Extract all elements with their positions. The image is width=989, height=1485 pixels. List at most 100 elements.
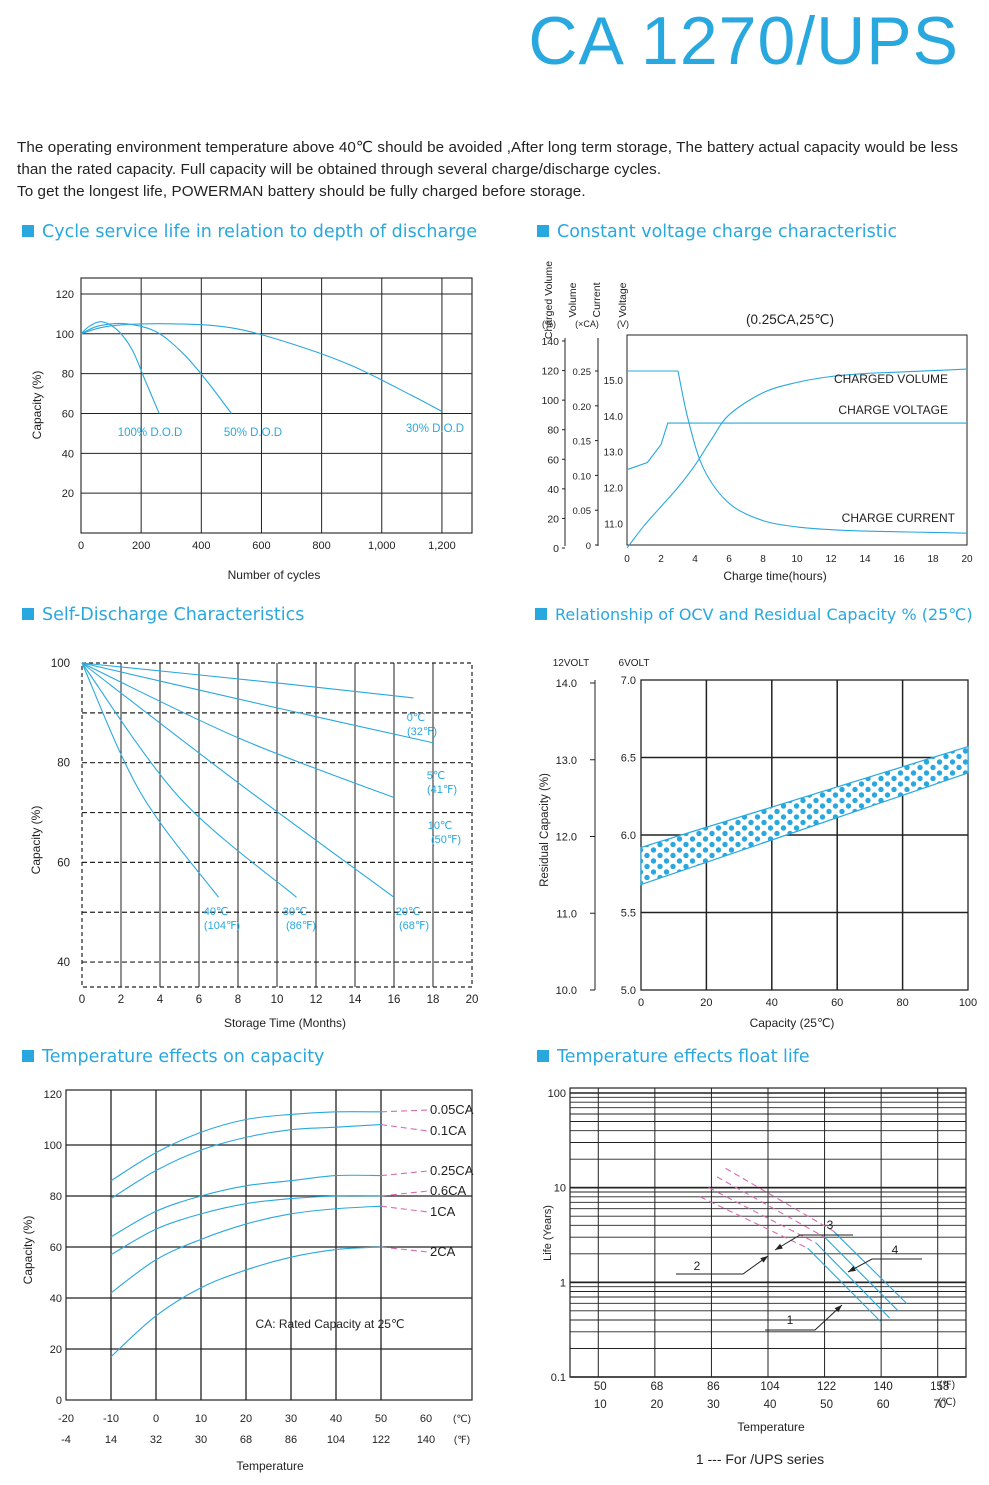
x-tick-label-f: 122 — [372, 1434, 390, 1446]
series-line — [110, 1246, 382, 1358]
y-tick-label: 100 — [44, 1140, 62, 1152]
x-tick-label: 80 — [896, 997, 908, 1009]
callout-line — [847, 1258, 922, 1273]
y-axis-label: Life (Years) — [542, 1205, 554, 1261]
y-tick-label: 0 — [553, 543, 559, 555]
series-line — [81, 662, 395, 898]
series-line — [80, 321, 160, 414]
x-tick-label: 20 — [961, 554, 973, 565]
series-line — [110, 1111, 382, 1182]
y-tick-label: 100 — [541, 395, 559, 407]
series-label: 10℃ — [428, 820, 453, 832]
section-heading-self-discharge: Self-Discharge Characteristics — [22, 605, 304, 625]
x-tick-label: 10 — [791, 554, 803, 565]
section-heading-cycle-life: Cycle service life in relation to depth … — [22, 222, 477, 242]
callout-arrow-icon — [834, 1305, 842, 1313]
series-label: 2CA — [430, 1244, 456, 1259]
ocv-band — [640, 745, 969, 886]
x-tick-label: 4 — [157, 994, 164, 1006]
x-tick-label: 8 — [760, 554, 766, 565]
unit-label-c: (℃) — [453, 1414, 471, 1425]
series-extension — [380, 1109, 429, 1113]
series-label: (68℉) — [399, 920, 429, 932]
x-tick-label-f: 68 — [240, 1434, 252, 1446]
x-tick-label-f: 104 — [327, 1434, 345, 1446]
x-tick-label-c: 60 — [420, 1413, 432, 1425]
x-axis-label: Number of cycles — [228, 568, 321, 582]
series-label: 0℃ — [407, 712, 425, 724]
x-tick-label-f: 158 — [930, 1381, 949, 1393]
x-tick-label-f: 140 — [417, 1434, 435, 1446]
x-tick-label-f: 104 — [760, 1381, 780, 1393]
chart-note: CA: Rated Capacity at 25℃ — [256, 1317, 405, 1331]
y-tick-label: 100 — [548, 1088, 566, 1100]
series-line — [81, 662, 219, 898]
y-axis-label: Capacity (%) — [29, 806, 43, 875]
heading-text: Constant voltage charge characteristic — [557, 222, 898, 242]
x-tick-label: 4 — [692, 554, 698, 565]
axis-header-label: Charged Volume — [543, 261, 555, 339]
y-tick-label: 15.0 — [604, 376, 624, 387]
x-axis-label: Storage Time (Months) — [224, 1016, 346, 1030]
x-tick-label: 16 — [388, 994, 401, 1006]
series-extension — [380, 1205, 429, 1213]
x-tick-label-f: 122 — [817, 1381, 836, 1393]
x-tick-label-f: 50 — [594, 1381, 607, 1393]
x-tick-label: 16 — [893, 554, 905, 565]
x-tick-label: 0 — [78, 540, 84, 552]
intro-text: The operating environment temperature ab… — [17, 137, 977, 203]
series-dashed-segment — [725, 1167, 834, 1232]
series-label: CHARGED VOLUME — [834, 372, 948, 386]
x-tick-label: 60 — [831, 997, 843, 1009]
y-axis-label: Capacity (%) — [21, 1216, 35, 1285]
series-label: 20℃ — [396, 906, 421, 918]
x-tick-label: 14 — [859, 554, 871, 565]
callout-line — [774, 1234, 853, 1251]
x-tick-label: 200 — [132, 540, 150, 552]
y-tick-label: 10 — [554, 1183, 566, 1195]
y-tick-label: 60 — [57, 857, 70, 869]
y-tick-label: 60 — [62, 408, 74, 420]
y-tick-label: 40 — [57, 957, 70, 969]
x-axis-label: Charge time(hours) — [723, 569, 826, 583]
heading-text: Temperature effects on capacity — [42, 1047, 325, 1067]
square-bullet-icon — [537, 1050, 549, 1062]
heading-text: Relationship of OCV and Residual Capacit… — [555, 605, 973, 624]
series-label: (50℉) — [431, 834, 461, 846]
x-tick-label: 600 — [252, 540, 270, 552]
x-tick-label: 20 — [700, 997, 712, 1009]
y-axis-label: Residual Capacity (%) — [539, 773, 551, 887]
series-line — [110, 1205, 382, 1294]
x-tick-label-c: 50 — [820, 1399, 833, 1411]
unit-label-f: (℉) — [939, 1380, 955, 1391]
unit-label-f: (℉) — [454, 1435, 470, 1446]
unit-label-c: (℃) — [938, 1397, 956, 1408]
y-tick-label: 10.0 — [556, 985, 577, 997]
y-tick-label: 80 — [57, 758, 70, 770]
square-bullet-icon — [535, 608, 547, 620]
y-tick-label: 0.20 — [573, 402, 592, 413]
charged-volume-line — [626, 368, 968, 549]
y-tick-label: 6.0 — [621, 830, 636, 842]
y-tick-label: 7.0 — [621, 675, 636, 687]
x-tick-label-c: 60 — [877, 1399, 890, 1411]
x-tick-label: 2 — [658, 554, 664, 565]
x-tick-label: 1,200 — [428, 540, 456, 552]
callout-line — [676, 1255, 769, 1275]
x-tick-label: 12 — [825, 554, 837, 565]
x-tick-label: 0 — [79, 994, 85, 1006]
x-tick-label-c: -20 — [58, 1413, 74, 1425]
y-tick-label: 13.0 — [556, 755, 577, 767]
series-label: (86℉) — [286, 920, 316, 932]
y-tick-label: 80 — [62, 369, 74, 381]
y-tick-label: 1 — [560, 1277, 566, 1289]
x-tick-label-f: 30 — [195, 1434, 207, 1446]
square-bullet-icon — [22, 225, 34, 237]
plot-frame — [65, 1089, 473, 1401]
series-line — [815, 1242, 891, 1319]
y-tick-label: 0.10 — [573, 471, 592, 482]
x-tick-label: 400 — [192, 540, 210, 552]
y-tick-label: 40 — [62, 448, 74, 460]
series-line — [81, 662, 297, 898]
x-tick-label: 10 — [271, 994, 284, 1006]
